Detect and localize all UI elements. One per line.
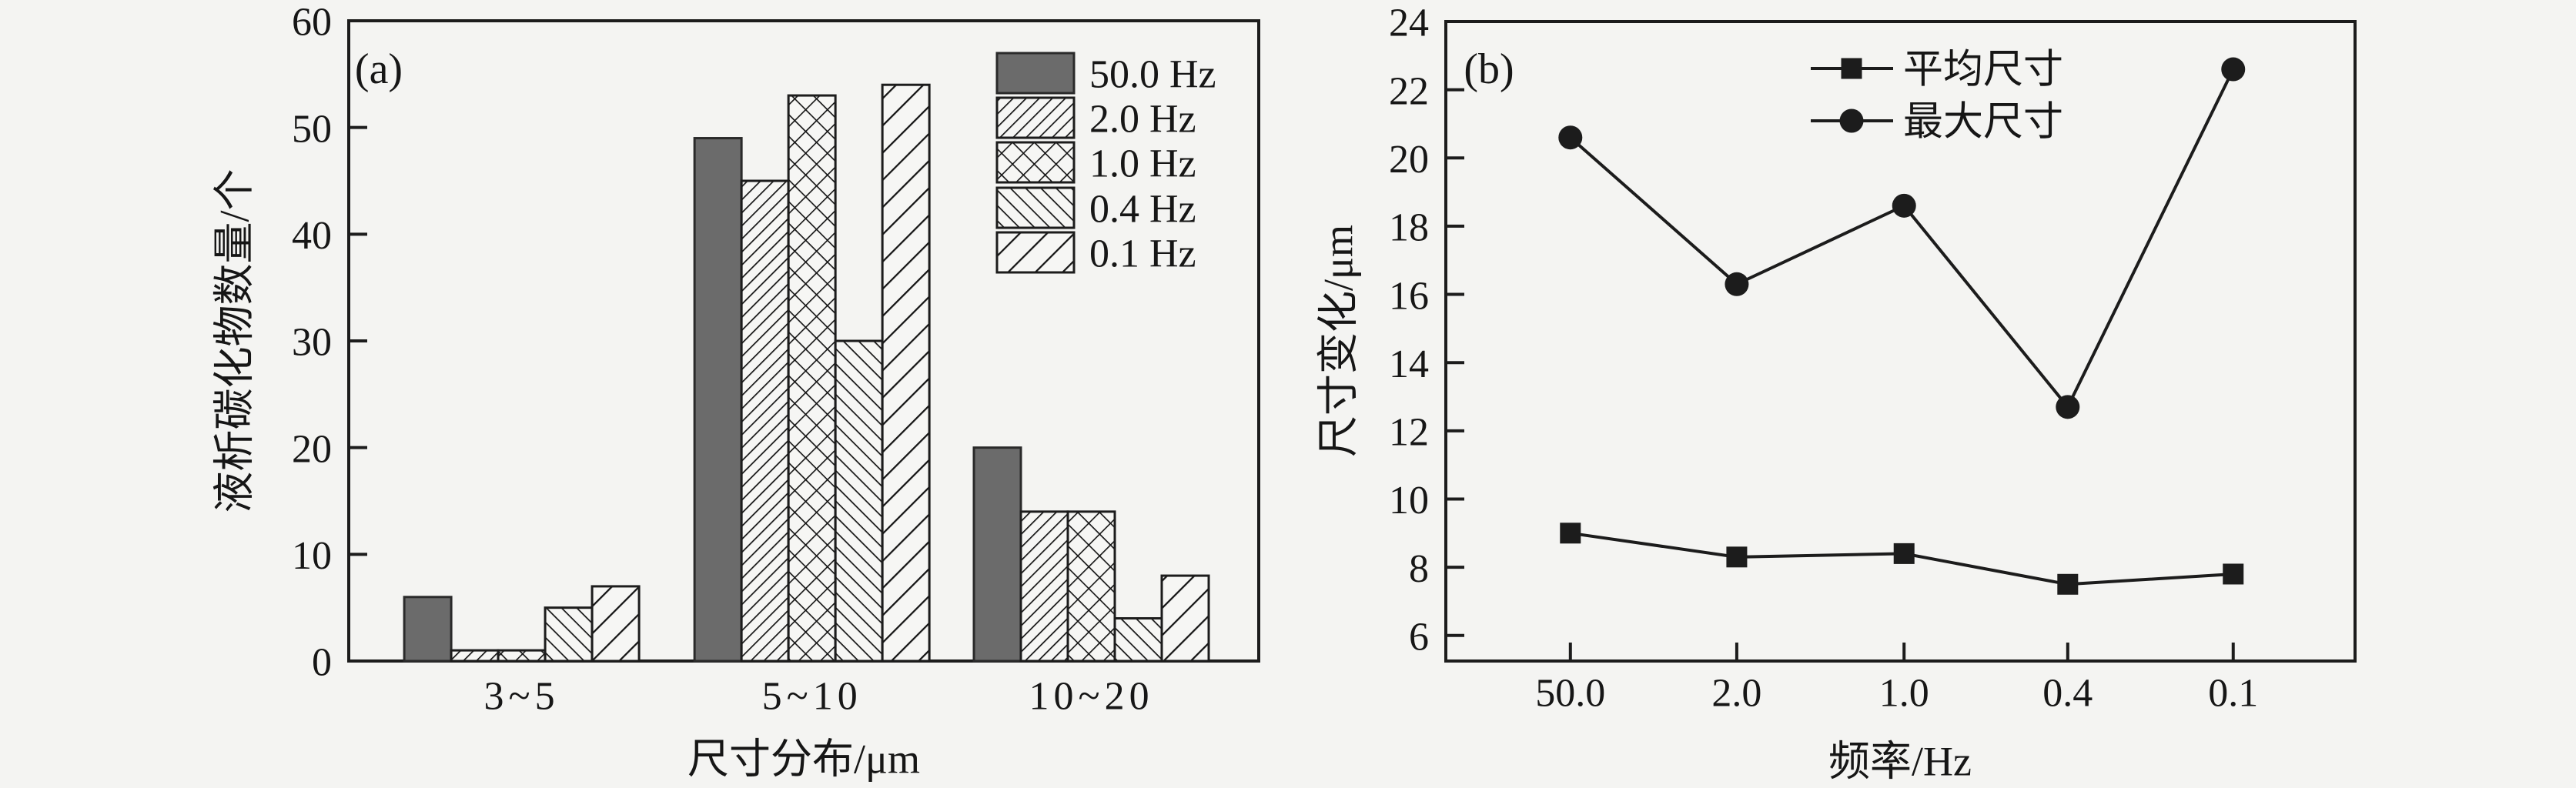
bar-50.0 Hz-5~10	[693, 137, 743, 663]
y-tick-label: 0	[312, 641, 332, 685]
bar-0.4 Hz-3~5	[544, 606, 594, 663]
y-tick-label: 20	[1389, 138, 1429, 182]
bar-0.1 Hz-5~10	[881, 83, 931, 663]
y-tick-label: 18	[1389, 206, 1429, 250]
y-tick-label: 20	[292, 427, 332, 471]
y-tick-label: 10	[292, 534, 332, 578]
point-最大尺寸-1.0	[1892, 193, 1916, 218]
x-category-label: 5~10	[762, 675, 862, 719]
y-axis-title-b: 尺寸变化/μm	[1315, 225, 1361, 457]
legend-label-0.1 Hz: 0.1 Hz	[1089, 232, 1196, 276]
legend-label-0.4 Hz: 0.4 Hz	[1089, 188, 1196, 232]
y-tick-label: 40	[292, 214, 332, 258]
y-tick-label: 12	[1389, 411, 1429, 455]
legend-label-最大尺寸: 最大尺寸	[1903, 101, 2063, 145]
line-最大尺寸	[1569, 68, 2235, 410]
bar-0.1 Hz-10~20	[1160, 574, 1210, 663]
bar-0.4 Hz-5~10	[834, 339, 884, 663]
panel-a-bar-chart: 0 10 20 30 40 50 60 3~5 5~10 10~20 尺寸分布/μm 液析碳化物数量/…	[211, 1, 1260, 782]
legend-marker-平均尺寸	[1841, 58, 1862, 79]
y-axis-title-a: 液析碳化物数量/个	[211, 169, 257, 513]
x-tick-label: 0.1	[2208, 672, 2258, 716]
panel-b-line-chart: 6 8 10 12 14 16 18 20 22 24 50.0 2.0 1.0 0.4 0.1 频率/Hz 尺…	[1315, 2, 2357, 784]
point-平均尺寸-50.0	[1560, 523, 1581, 544]
bar-50.0 Hz-3~5	[403, 596, 453, 663]
legend-label-50.0 Hz: 50.0 Hz	[1089, 53, 1216, 97]
legend-swatch-50.0 Hz	[995, 52, 1076, 95]
point-最大尺寸-2.0	[1725, 272, 1749, 296]
panel-a-tag: (a)	[355, 45, 403, 93]
bar-1.0 Hz-3~5	[497, 649, 547, 663]
x-category-label: 3~5	[484, 675, 560, 719]
x-tick-label: 0.4	[2042, 672, 2093, 716]
point-平均尺寸-0.1	[2223, 563, 2244, 585]
x-tick-label: 2.0	[1711, 672, 1761, 716]
point-最大尺寸-0.1	[2221, 57, 2246, 82]
legend-label-2.0 Hz: 2.0 Hz	[1089, 98, 1196, 142]
bar-0.1 Hz-3~5	[590, 585, 641, 663]
legend-swatch-1.0 Hz	[995, 141, 1076, 184]
y-tick-label: 6	[1409, 615, 1429, 659]
y-tick-label: 16	[1389, 274, 1429, 318]
bar-1.0 Hz-10~20	[1066, 510, 1116, 663]
y-tick-label: 14	[1389, 342, 1429, 386]
y-tick-label: 8	[1409, 547, 1429, 591]
legend-swatch-0.1 Hz	[995, 231, 1076, 274]
y-tick-label: 60	[292, 1, 332, 45]
legend-swatch-2.0 Hz	[995, 96, 1076, 139]
point-平均尺寸-2.0	[1726, 546, 1748, 568]
y-tick-label: 22	[1389, 69, 1429, 113]
legend-label-平均尺寸: 平均尺寸	[1903, 48, 2063, 92]
bar-1.0 Hz-5~10	[787, 94, 837, 663]
point-平均尺寸-1.0	[1893, 543, 1915, 564]
panel-b-tag: (b)	[1464, 45, 1514, 93]
x-axis-title-a: 尺寸分布/μm	[687, 736, 920, 782]
bar-2.0 Hz-10~20	[1019, 510, 1069, 663]
y-tick-label: 30	[292, 321, 332, 365]
point-最大尺寸-50.0	[1558, 125, 1583, 150]
bar-50.0 Hz-10~20	[972, 446, 1022, 663]
x-tick-label: 1.0	[1879, 672, 1929, 716]
y-tick-label: 50	[292, 107, 332, 151]
point-最大尺寸-0.4	[2056, 395, 2080, 419]
legend-label-1.0 Hz: 1.0 Hz	[1089, 142, 1196, 186]
y-tick-label: 24	[1389, 2, 1429, 45]
plot-box-b	[1444, 20, 2357, 663]
bar-2.0 Hz-5~10	[740, 179, 790, 663]
x-tick-label: 50.0	[1535, 672, 1605, 716]
legend-marker-最大尺寸	[1839, 109, 1864, 133]
bar-2.0 Hz-3~5	[450, 649, 500, 663]
point-平均尺寸-0.4	[2057, 573, 2079, 595]
legend-swatch-0.4 Hz	[995, 186, 1076, 229]
y-tick-label: 10	[1389, 479, 1429, 523]
bar-0.4 Hz-10~20	[1113, 617, 1163, 663]
x-axis-title-b: 频率/Hz	[1828, 738, 1972, 784]
x-category-label: 10~20	[1029, 675, 1153, 719]
